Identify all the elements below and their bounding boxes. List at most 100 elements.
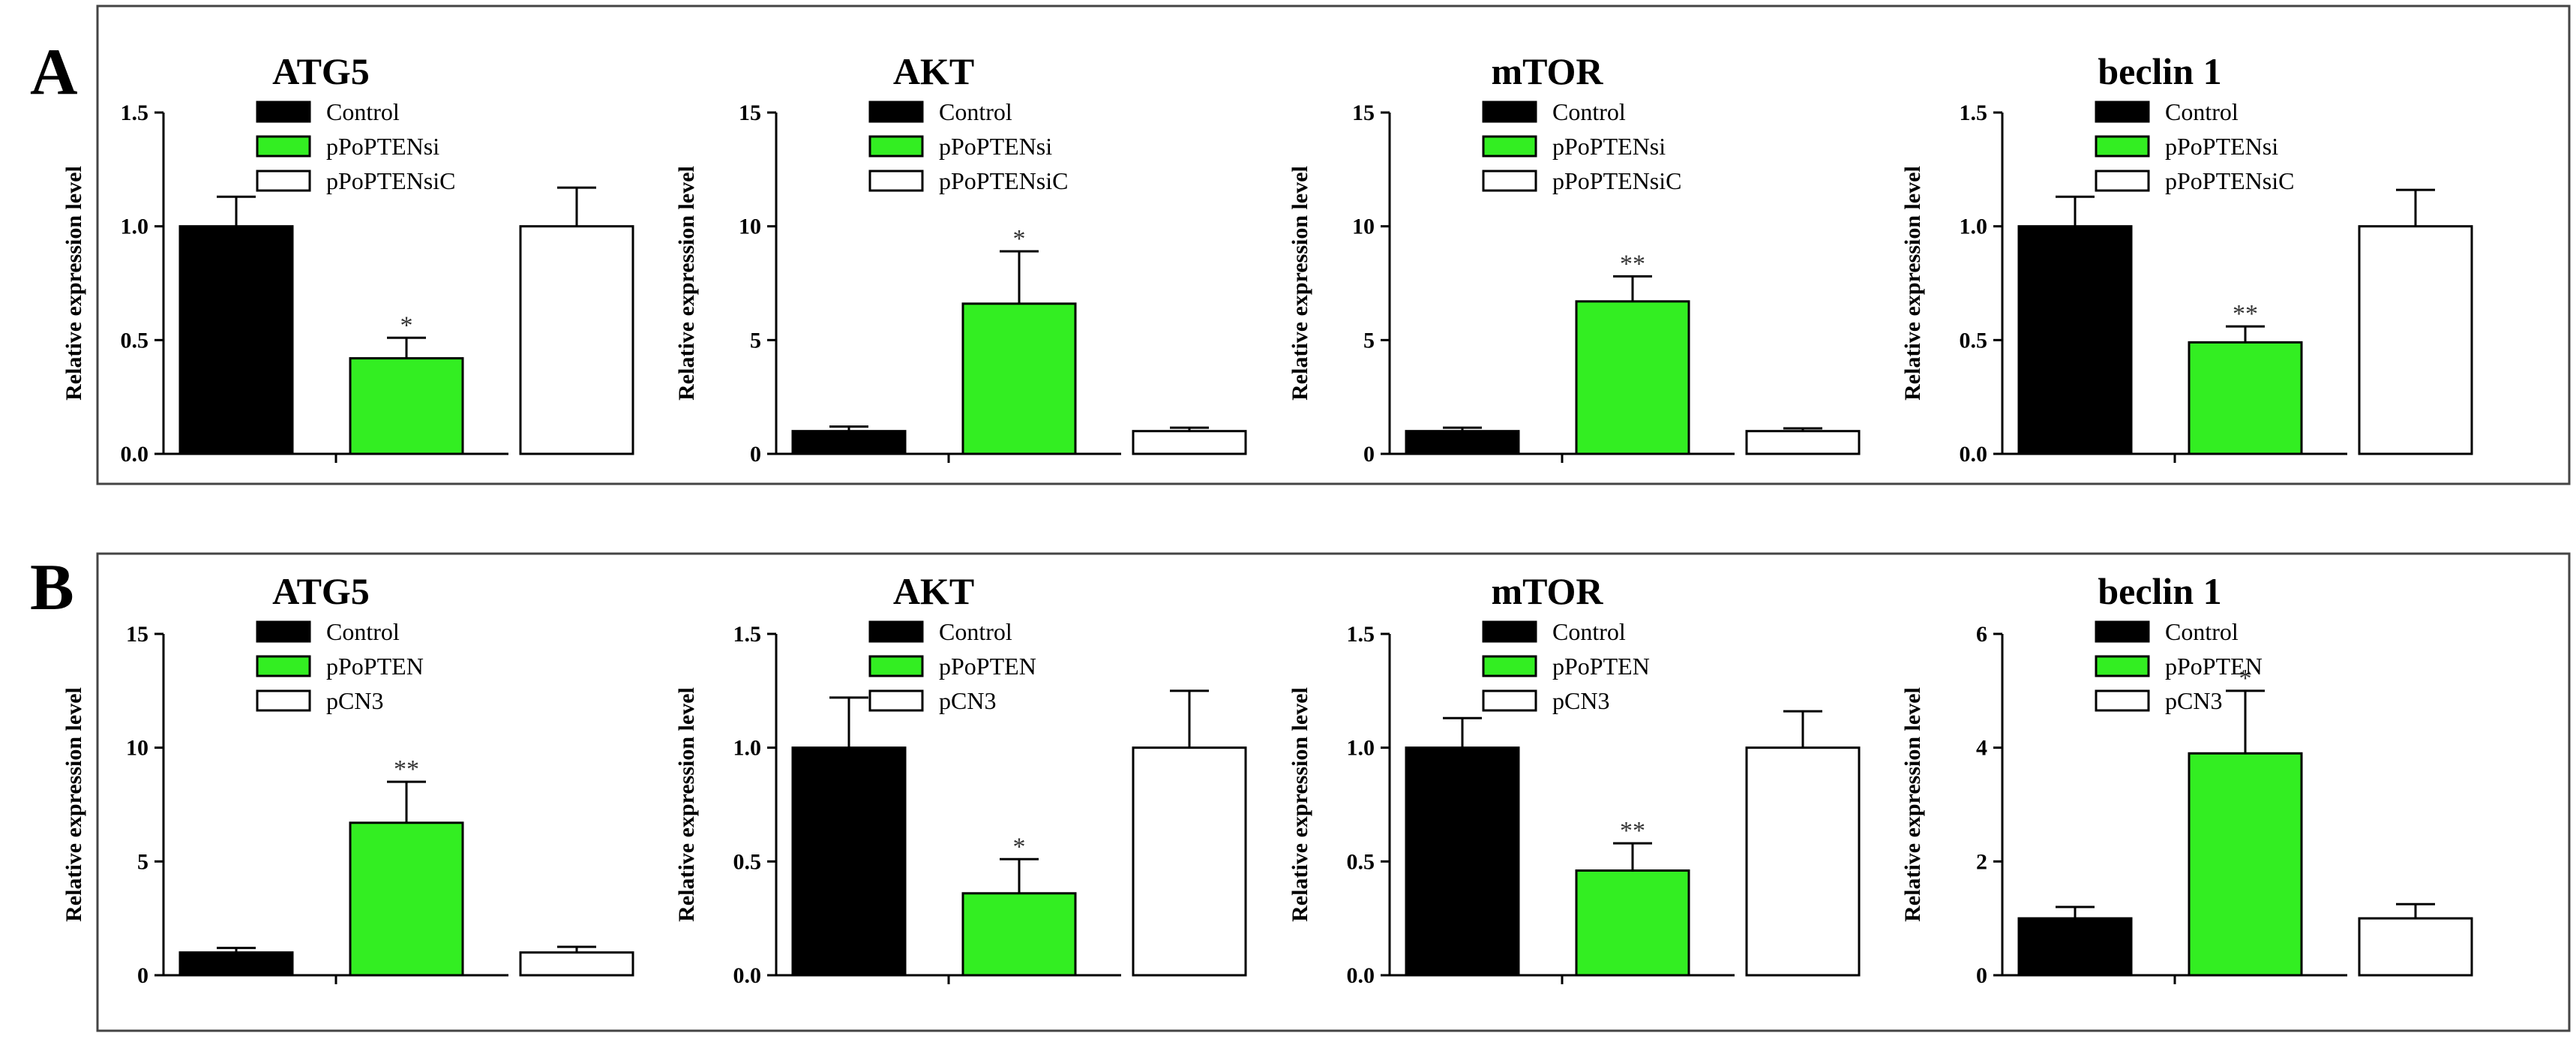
legend-swatch (256, 620, 311, 643)
y-tick-label: 0.0 (733, 963, 762, 988)
y-tick-label: 5 (750, 328, 761, 353)
panel-frame (96, 552, 2571, 1032)
y-tick-label: 5 (137, 849, 148, 874)
y-tick-label: 15 (739, 101, 761, 125)
y-axis-label: Relative expression level (1900, 166, 1925, 401)
legend-swatch (1482, 689, 1537, 712)
significance-label: * (1013, 833, 1026, 860)
chart-title: beclin 1 (2098, 570, 2221, 612)
chart-title: ATG5 (272, 570, 370, 612)
legend-swatch (2095, 135, 2150, 158)
legend-swatch (256, 689, 311, 712)
legend-label: pPoPTENsiC (939, 167, 1068, 194)
y-tick-label: 10 (1352, 215, 1375, 239)
y-tick-label: 1.5 (1347, 622, 1375, 647)
legend-swatch (2095, 689, 2150, 712)
significance-label: ** (1620, 250, 1645, 278)
legend-swatch (868, 620, 924, 643)
y-tick-label: 0.5 (121, 328, 149, 353)
significance-label: ** (1620, 817, 1645, 845)
y-tick-label: 0.5 (1347, 849, 1375, 874)
y-axis-label: Relative expression level (1900, 687, 1925, 922)
y-axis-label: Relative expression level (1288, 166, 1312, 401)
legend-label: Control (939, 98, 1012, 125)
legend-label: pPoPTEN (939, 653, 1036, 680)
bar (519, 951, 634, 977)
significance-label: * (400, 311, 413, 339)
y-axis-label: Relative expression level (674, 687, 699, 922)
bar (961, 302, 1077, 455)
bar (2358, 917, 2473, 977)
legend-swatch (1482, 620, 1537, 643)
bar (1575, 300, 1690, 455)
bar (178, 951, 294, 977)
legend-label: pPoPTEN (2165, 653, 2263, 680)
chart-title: AKT (893, 570, 974, 612)
legend-swatch (2095, 101, 2150, 123)
y-tick-label: 6 (1976, 622, 1987, 647)
bar (2017, 917, 2133, 977)
legend-label: Control (2165, 98, 2239, 125)
legend-swatch (868, 101, 924, 123)
y-tick-label: 1.5 (1960, 101, 1988, 125)
chart-title: mTOR (1491, 570, 1603, 612)
y-tick-label: 1.5 (733, 622, 762, 647)
y-tick-label: 15 (126, 622, 148, 647)
y-tick-label: 15 (1352, 101, 1375, 125)
y-tick-label: 1.0 (733, 736, 762, 761)
legend-label: pPoPTENsi (939, 133, 1052, 160)
legend-swatch (1482, 135, 1537, 158)
bar (349, 821, 464, 977)
bar (1405, 430, 1520, 455)
y-axis-label: Relative expression level (61, 166, 86, 401)
significance-label: ** (2233, 300, 2258, 328)
y-tick-label: 4 (1976, 736, 1987, 761)
y-tick-label: 1.0 (1347, 736, 1375, 761)
bar (1405, 746, 1520, 977)
bar (791, 430, 907, 455)
legend-label: Control (326, 98, 400, 125)
y-tick-label: 1.5 (121, 101, 149, 125)
legend-swatch (868, 135, 924, 158)
significance-label: * (2239, 665, 2252, 692)
legend-swatch (256, 101, 311, 123)
legend-swatch (2095, 655, 2150, 677)
bar (1745, 746, 1861, 977)
bar (791, 746, 907, 977)
significance-label: ** (394, 755, 419, 783)
legend-swatch (2095, 620, 2150, 643)
legend-label: Control (939, 618, 1012, 645)
bar (2017, 225, 2133, 455)
legend-label: pPoPTENsi (1552, 133, 1666, 160)
legend-swatch (2095, 170, 2150, 192)
legend-label: pPoPTENsiC (1552, 167, 1681, 194)
y-tick-label: 10 (739, 215, 761, 239)
legend-label: pCN3 (939, 687, 996, 714)
y-tick-label: 0.0 (1347, 963, 1375, 988)
y-tick-label: 0 (137, 963, 148, 988)
y-axis-label: Relative expression level (1288, 687, 1312, 922)
chart-title: mTOR (1491, 50, 1603, 92)
y-tick-label: 0.5 (1960, 328, 1988, 353)
panel-label: B (30, 551, 74, 624)
y-tick-label: 5 (1363, 328, 1375, 353)
legend-label: pPoPTENsiC (2165, 167, 2294, 194)
legend-label: Control (326, 618, 400, 645)
legend-label: Control (2165, 618, 2239, 645)
panel-frame (96, 5, 2571, 485)
y-tick-label: 0.0 (1960, 442, 1988, 467)
bar (349, 357, 464, 455)
bar (2358, 225, 2473, 455)
y-tick-label: 0.0 (121, 442, 149, 467)
y-axis-label: Relative expression level (61, 687, 86, 922)
bar (2188, 752, 2303, 977)
legend-swatch (256, 170, 311, 192)
y-tick-label: 1.0 (1960, 215, 1988, 239)
legend-label: pCN3 (2165, 687, 2222, 714)
bar (1745, 430, 1861, 455)
bar (961, 892, 1077, 977)
legend-label: pPoPTEN (1552, 653, 1650, 680)
legend-label: pPoPTENsiC (326, 167, 455, 194)
legend-label: pCN3 (1552, 687, 1609, 714)
